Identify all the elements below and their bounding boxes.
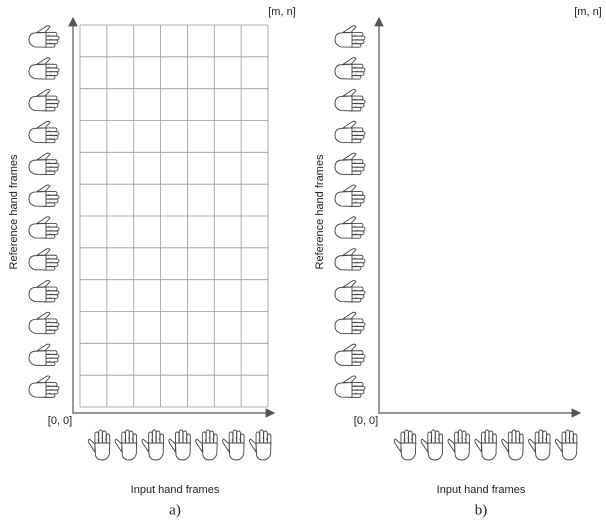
axis-label: Reference hand frames [314, 154, 326, 269]
hand-icon [169, 430, 190, 460]
hand-icon [29, 344, 59, 365]
hand-icon [335, 89, 365, 110]
hand-icon [29, 312, 59, 333]
hand-icon [335, 344, 365, 365]
hand-icon [196, 430, 217, 460]
hand-icon [29, 121, 59, 142]
hand-icon [335, 153, 365, 174]
axis-label: Input hand frames [131, 484, 220, 496]
hand-icon [335, 58, 365, 79]
hand-icon [335, 185, 365, 206]
hand-icon [335, 26, 365, 47]
hand-icon [249, 430, 270, 460]
hand-icon [335, 249, 365, 270]
corner-label: [m, n] [268, 6, 296, 18]
hand-icon [29, 217, 59, 238]
hand-icon [29, 58, 59, 79]
hand-icon [29, 376, 59, 397]
hand-icon [335, 217, 365, 238]
hand-icon [529, 430, 550, 460]
hand-icon [421, 430, 442, 460]
hand-icon [555, 430, 576, 460]
hand-icon [29, 89, 59, 110]
origin-label: [0, 0] [48, 415, 72, 427]
hand-icon [29, 249, 59, 270]
hand-icon [502, 430, 523, 460]
caption: a) [169, 502, 181, 518]
corner-label: [m, n] [574, 6, 602, 18]
axis-label: Input hand frames [437, 484, 526, 496]
origin-label: [0, 0] [354, 415, 378, 427]
hand-icon [448, 430, 469, 460]
diagram: [m, n] [0, 0] Reference hand frames Input h… [0, 0, 606, 522]
hand-icon [29, 280, 59, 301]
axis-label: Reference hand frames [8, 154, 20, 269]
hand-icon [335, 376, 365, 397]
hand-icon [223, 430, 244, 460]
hand-icon [29, 185, 59, 206]
hand-icon [115, 430, 136, 460]
hand-icon [394, 430, 415, 460]
hand-icon [88, 430, 109, 460]
hand-icon [335, 280, 365, 301]
hand-icon [475, 430, 496, 460]
hand-icon [29, 153, 59, 174]
hand-icon [335, 121, 365, 142]
caption: b) [475, 502, 488, 518]
hand-icon [335, 312, 365, 333]
hand-icon [142, 430, 163, 460]
hand-icon [29, 26, 59, 47]
